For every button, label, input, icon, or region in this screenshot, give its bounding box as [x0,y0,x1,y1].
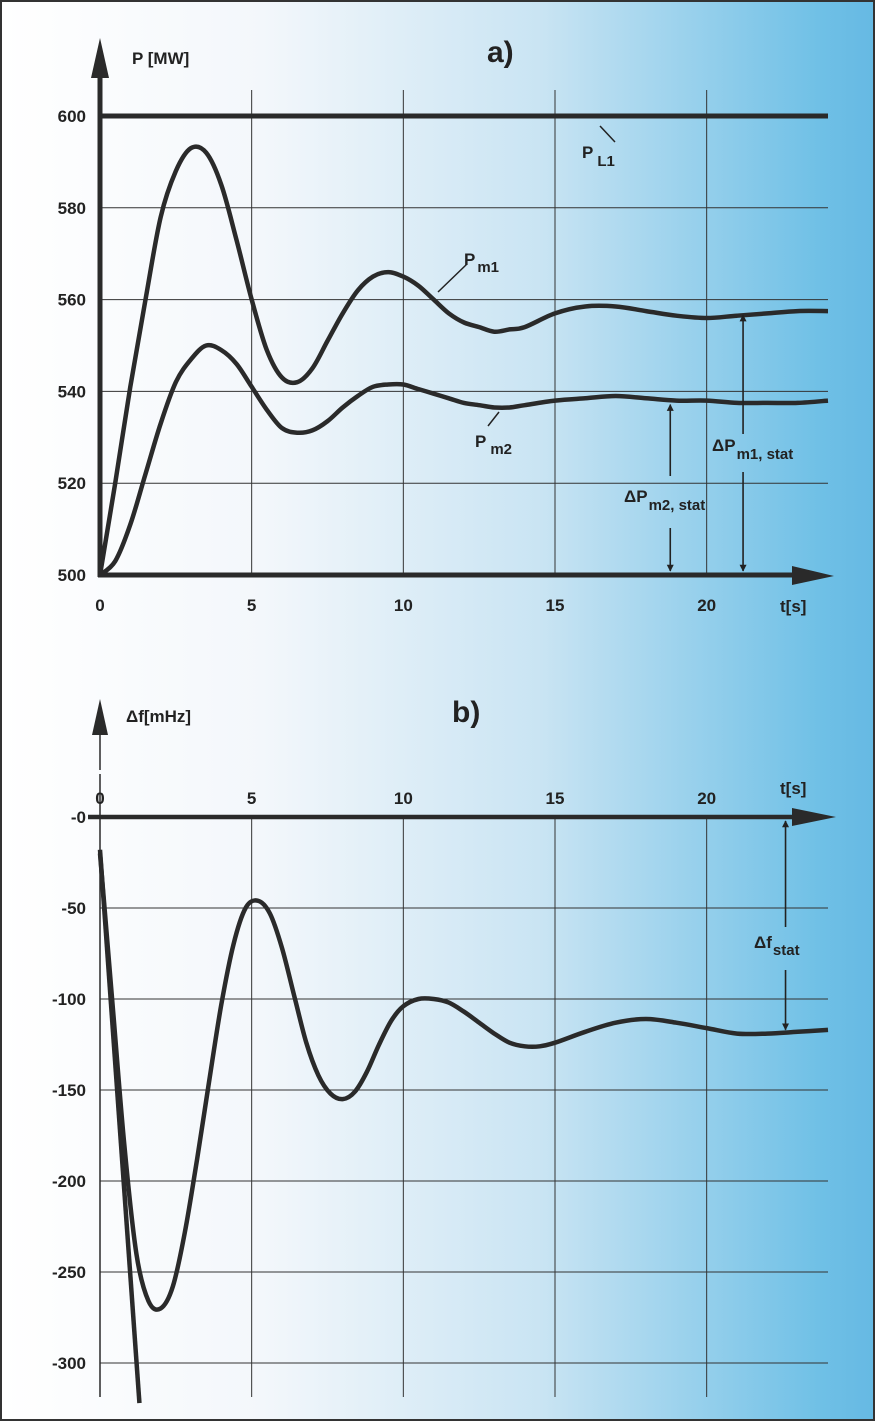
chart-a-xtick-10: 10 [394,596,413,615]
annotation-dpm2-stat: ΔPm2, stat [624,487,705,514]
series-df-initial-slope [97,849,142,1404]
chart-a-tick-labels: 0 5 10 15 20 500 520 540 560 580 600 [58,107,717,615]
chart-a-ytick-500: 500 [58,566,86,585]
annotation-df-sub: stat [773,942,800,959]
leader-pm2 [487,411,500,427]
series-label-pm2-main: P [475,432,486,451]
series-label-pl1-main: P [582,143,593,162]
series-label-pm1-main: P [464,250,475,269]
annotation-dpm2-sub: m2, stat [649,497,706,514]
chart-b-ytick--300: -300 [52,1354,86,1373]
leader-pl1 [599,125,616,143]
chart-b-xtick-0: 0 [95,789,104,808]
chart-b-xtick-20: 20 [697,789,716,808]
annotation-dpm1-stat: ΔPm1, stat [712,436,793,463]
chart-a-panel-label: a) [487,36,514,69]
chart-b-y-arrowhead [92,699,108,735]
chart-b-xtick-5: 5 [247,789,256,808]
annotation-df-main: Δf [754,933,772,952]
chart-a: 0 5 10 15 20 500 520 540 560 580 600 P [MW] a) t[s… [58,36,834,616]
series-label-pm1-sub: m1 [477,259,499,276]
chart-a-series [97,113,829,577]
annotation-dpm1-main: ΔP [712,436,736,455]
chart-a-axes [91,38,834,585]
chart-b-ytick--250: -250 [52,1263,86,1282]
annotation-dpm2-main: ΔP [624,487,648,506]
chart-b-x-arrowhead [792,808,836,826]
chart-b-ytick--150: -150 [52,1081,86,1100]
chart-a-ytick-580: 580 [58,199,86,218]
chart-a-xtick-0: 0 [95,596,104,615]
chart-a-ytick-560: 560 [58,291,86,310]
chart-a-xtick-5: 5 [247,596,256,615]
chart-b-panel-label: b) [452,696,480,729]
chart-a-xlabel: t[s] [780,597,806,616]
chart-b-grid [100,817,828,1397]
chart-b-ytick--100: -100 [52,990,86,1009]
chart-a-grid [100,90,828,575]
chart-a-ytick-540: 540 [58,382,86,401]
chart-b-ytick--0: -0 [71,808,86,827]
chart-b-ytick--200: -200 [52,1172,86,1191]
series-label-pm2-sub: m2 [490,441,512,458]
chart-a-xtick-15: 15 [546,596,565,615]
series-label-pl1: P L1 [582,143,615,170]
chart-b-ylabel: Δf[mHz] [126,707,191,726]
chart-a-ytick-520: 520 [58,474,86,493]
chart-a-annotations [437,125,747,572]
chart-a-ytick-600: 600 [58,107,86,126]
chart-b-xlabel: t[s] [780,779,806,798]
series-pm2-line [98,342,829,577]
series-df-line [97,853,829,1312]
series-label-pl1-sub: L1 [597,153,615,170]
chart-b-xtick-10: 10 [394,789,413,808]
chart-b: 0 5 10 15 20 -0 -50 -100 -150 -200 -250 -300 Δf[mHz… [52,696,836,1404]
annotation-dpm1-sub: m1, stat [737,446,794,463]
series-pm1-line [97,144,829,576]
chart-b-tick-labels: 0 5 10 15 20 -0 -50 -100 -150 -200 -250 -300 [52,789,716,1373]
chart-a-xtick-20: 20 [697,596,716,615]
chart-a-ylabel: P [MW] [132,49,189,68]
annotation-df-stat: Δfstat [754,933,800,959]
chart-b-xtick-15: 15 [546,789,565,808]
leader-pm1 [437,263,468,293]
chart-a-y-arrowhead [91,38,109,78]
chart-b-axes [88,699,836,1397]
chart-a-x-arrowhead [792,566,834,585]
chart-b-ytick--50: -50 [61,899,86,918]
chart-b-series [97,849,829,1404]
